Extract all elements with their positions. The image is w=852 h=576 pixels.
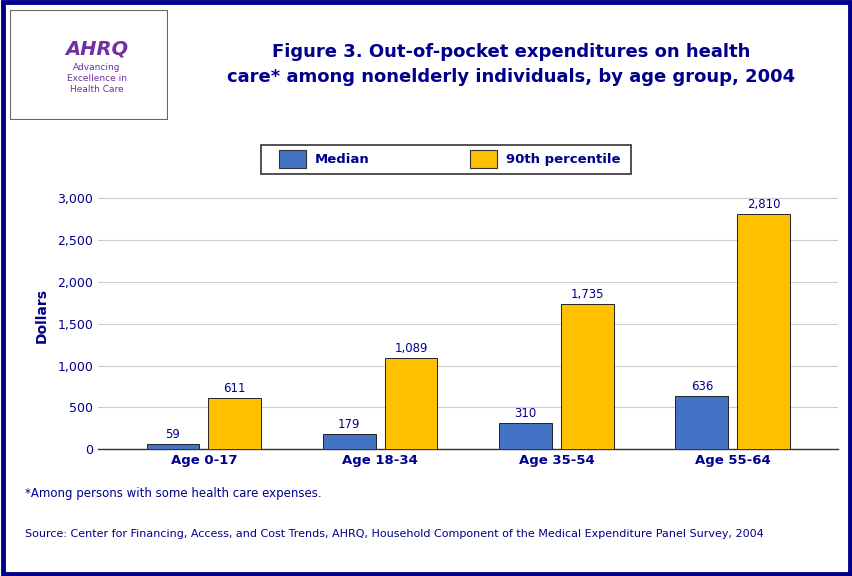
Bar	[261, 145, 630, 174]
Text: 310: 310	[514, 407, 536, 420]
Text: Source: Center for Financing, Access, and Cost Trends, AHRQ, Household Component: Source: Center for Financing, Access, an…	[26, 529, 763, 539]
Text: 1,735: 1,735	[570, 288, 603, 301]
Y-axis label: Dollars: Dollars	[35, 288, 49, 343]
Text: 179: 179	[337, 418, 360, 431]
Bar	[469, 150, 496, 168]
Bar	[498, 423, 551, 449]
Bar	[384, 358, 437, 449]
Text: 611: 611	[223, 382, 245, 395]
Text: Median: Median	[314, 153, 369, 166]
Text: Figure 3. Out-of-pocket expenditures on health
care* among nonelderly individual: Figure 3. Out-of-pocket expenditures on …	[227, 43, 794, 86]
Text: AHRQ: AHRQ	[66, 39, 129, 58]
Bar	[208, 398, 261, 449]
Bar	[147, 444, 199, 449]
Text: *Among persons with some health care expenses.: *Among persons with some health care exp…	[26, 487, 321, 500]
Text: 636: 636	[690, 380, 712, 393]
Bar	[736, 214, 789, 449]
Bar	[560, 304, 613, 449]
Bar	[279, 150, 305, 168]
Text: 1,089: 1,089	[394, 342, 427, 355]
Bar	[322, 434, 375, 449]
Text: 59: 59	[165, 429, 181, 441]
Text: 90th percentile: 90th percentile	[505, 153, 619, 166]
Bar	[675, 396, 728, 449]
Text: Advancing
Excellence in
Health Care: Advancing Excellence in Health Care	[67, 63, 127, 94]
Text: 2,810: 2,810	[746, 198, 780, 211]
